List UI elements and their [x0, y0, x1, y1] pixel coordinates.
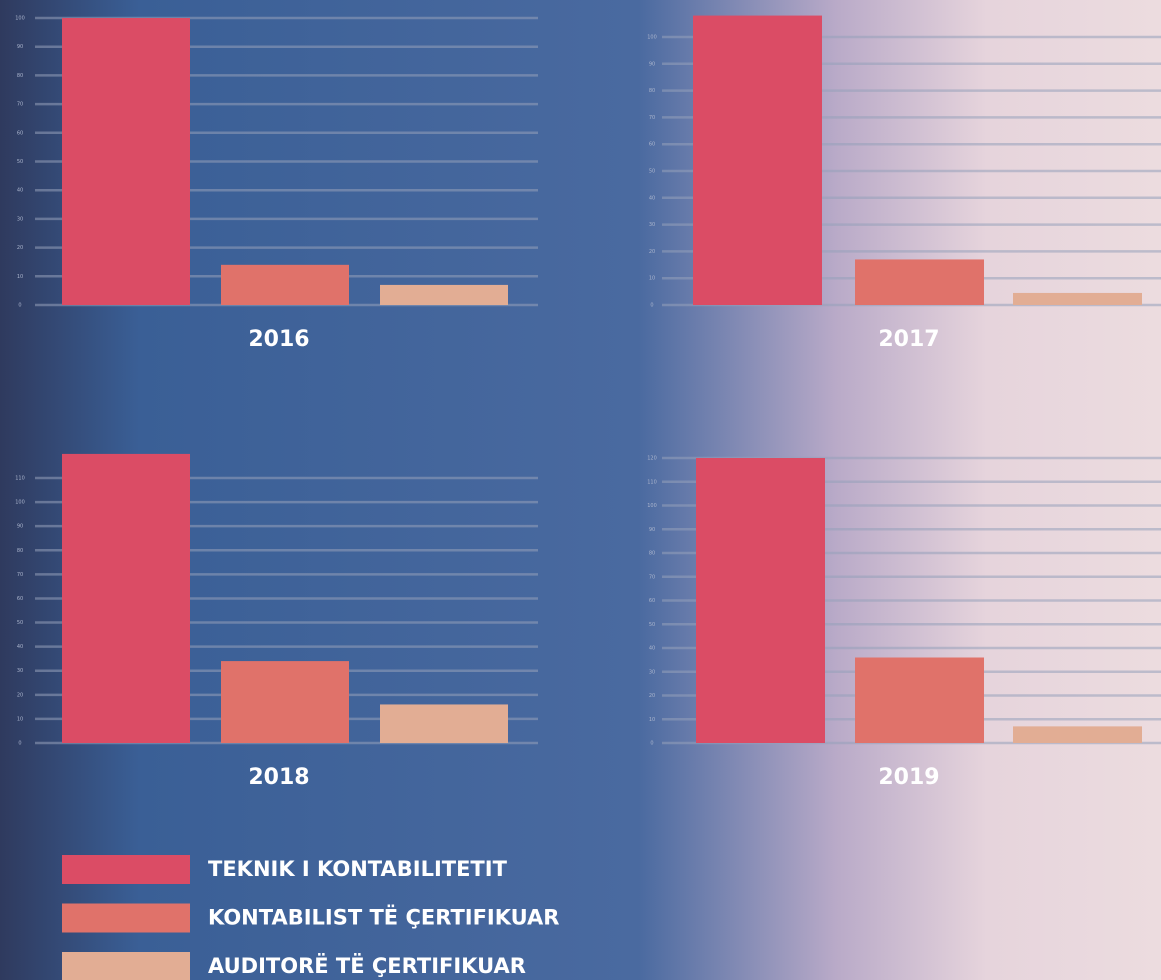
bar: [62, 453, 190, 743]
y-tick-label: 10: [649, 276, 655, 282]
y-tick-label: 30: [649, 669, 655, 675]
legend-label: TEKNIK I KONTABILITETIT: [208, 857, 508, 881]
y-tick-label: 80: [17, 73, 23, 79]
y-tick-label: 60: [17, 596, 23, 602]
y-tick-label: 30: [649, 222, 655, 228]
y-tick-label: 70: [17, 102, 23, 108]
y-tick-label: 70: [649, 574, 655, 580]
y-tick-label: 0: [650, 741, 653, 747]
y-tick-label: 50: [17, 620, 23, 626]
y-tick-label: 90: [649, 527, 655, 533]
y-tick-label: 60: [17, 130, 23, 136]
y-tick-label: 0: [650, 303, 653, 309]
chart-title: 2017: [878, 327, 939, 352]
y-tick-label: 90: [17, 44, 23, 50]
y-tick-label: 10: [17, 274, 23, 280]
bar: [855, 657, 984, 743]
bar: [221, 264, 349, 305]
y-tick-label: 20: [17, 692, 23, 698]
y-tick-label: 20: [649, 249, 655, 255]
y-tick-label: 20: [17, 245, 23, 251]
legend-label: KONTABILIST TË ÇERTIFIKUAR: [208, 905, 559, 930]
y-tick-label: 80: [649, 88, 655, 94]
y-tick-label: 70: [17, 572, 23, 578]
legend-swatch: [62, 855, 190, 884]
bar: [1013, 726, 1142, 743]
y-tick-label: 30: [17, 216, 23, 222]
y-tick-label: 60: [649, 598, 655, 604]
y-tick-label: 30: [17, 668, 23, 674]
bar: [380, 704, 508, 743]
legend-swatch: [62, 952, 190, 980]
y-tick-label: 100: [15, 16, 25, 22]
y-tick-label: 40: [17, 188, 23, 194]
bar: [1013, 292, 1142, 305]
y-tick-label: 40: [649, 195, 655, 201]
y-tick-label: 40: [17, 644, 23, 650]
y-tick-label: 40: [649, 646, 655, 652]
y-tick-label: 110: [647, 479, 657, 485]
y-tick-label: 90: [649, 61, 655, 67]
y-tick-label: 60: [649, 142, 655, 148]
y-tick-label: 0: [18, 741, 21, 747]
legend-label: AUDITORË TË ÇERTIFIKUAR: [208, 953, 526, 978]
chart-title: 2019: [878, 765, 939, 790]
y-tick-label: 100: [15, 500, 25, 506]
y-tick-label: 10: [649, 717, 655, 723]
bar: [380, 284, 508, 305]
y-tick-label: 50: [17, 159, 23, 165]
y-tick-label: 70: [649, 115, 655, 121]
y-tick-label: 90: [17, 524, 23, 530]
y-tick-label: 10: [17, 716, 23, 722]
bar: [62, 18, 190, 305]
y-tick-label: 80: [17, 548, 23, 554]
bar: [693, 15, 822, 306]
chart-title: 2016: [248, 327, 309, 352]
y-tick-label: 100: [647, 503, 657, 509]
y-tick-label: 50: [649, 169, 655, 175]
y-tick-label: 0: [18, 303, 21, 309]
y-tick-label: 110: [15, 476, 25, 482]
legend-swatch: [62, 903, 190, 933]
y-tick-label: 120: [647, 456, 657, 462]
y-tick-label: 80: [649, 551, 655, 557]
y-tick-label: 20: [649, 693, 655, 699]
y-tick-label: 100: [647, 35, 657, 41]
bar: [221, 661, 349, 743]
bar: [855, 259, 984, 305]
y-tick-label: 50: [649, 622, 655, 628]
bar: [696, 458, 825, 743]
chart-title: 2018: [248, 765, 309, 790]
